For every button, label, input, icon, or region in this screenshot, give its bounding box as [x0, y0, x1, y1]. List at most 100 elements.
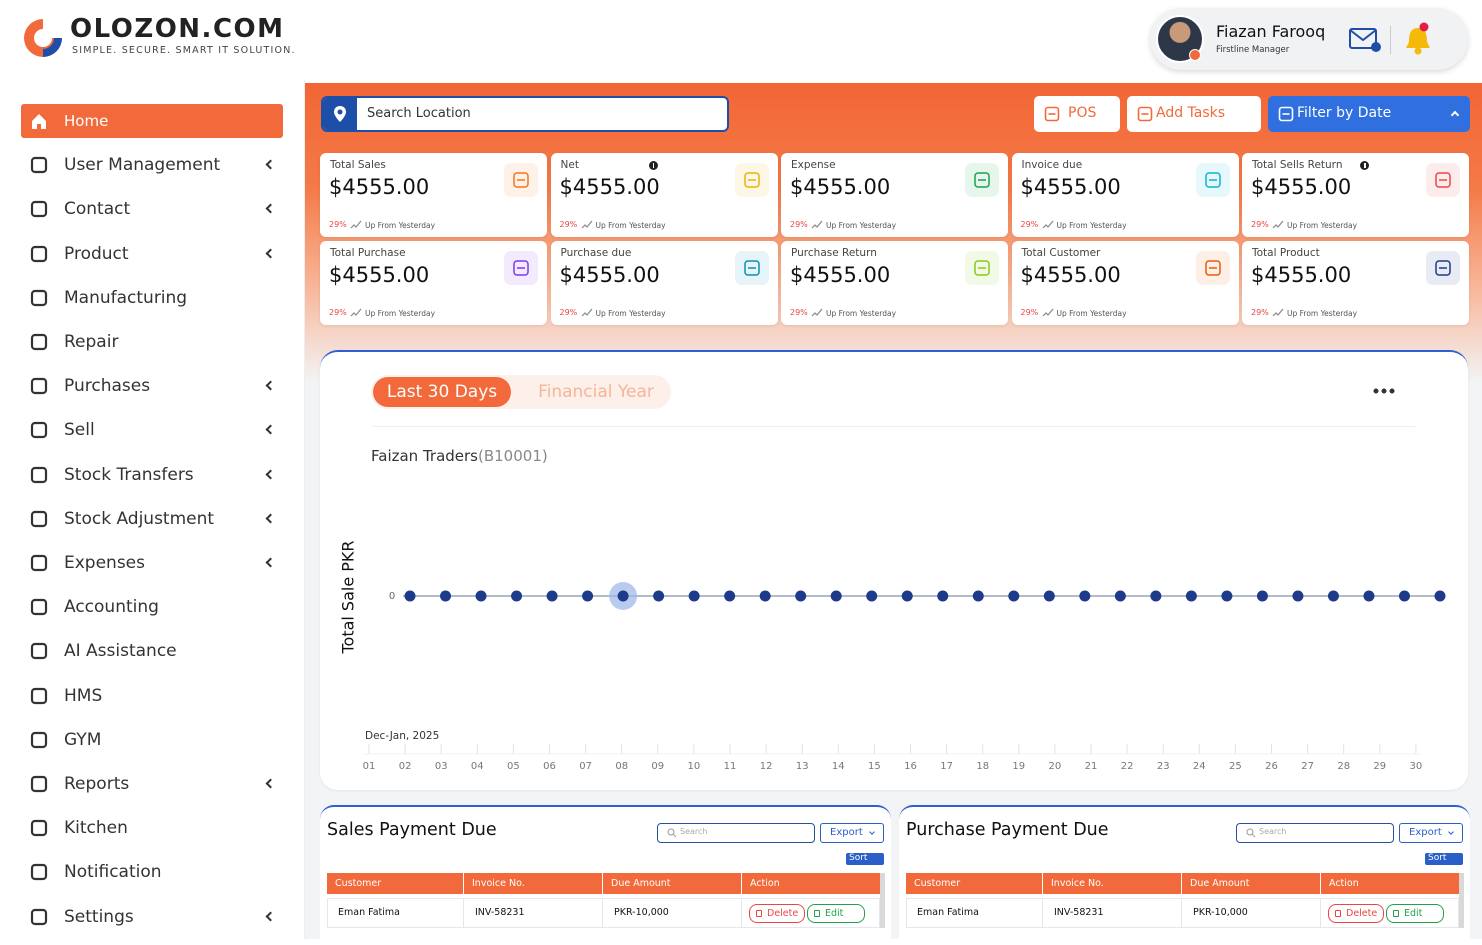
point: [1256, 590, 1268, 602]
chart-subtitle: (B10001): [478, 447, 548, 465]
nav-item[interactable]: Expenses: [21, 546, 283, 580]
nav-item[interactable]: Product: [21, 237, 283, 271]
x-tick-label: 11: [724, 761, 737, 772]
stat-icon-svg: [1435, 172, 1451, 188]
export-button[interactable]: Export: [1399, 823, 1463, 843]
trend-icon: [581, 220, 592, 229]
point: [1114, 590, 1126, 602]
trend-icon: [1042, 220, 1053, 229]
point: [653, 590, 665, 602]
nav-label: Settings: [64, 906, 134, 927]
toolbar-button[interactable]: POS: [1034, 96, 1120, 132]
nav-item[interactable]: GYM: [21, 723, 283, 757]
action-button[interactable]: Edit: [807, 904, 865, 923]
search-icon: [667, 828, 677, 838]
profile[interactable]: Fiazan Farooq Firstline Manager: [1150, 8, 1468, 70]
trend: [1042, 308, 1053, 317]
more-menu[interactable]: [1372, 388, 1396, 394]
nav-icon: [30, 333, 48, 351]
tab[interactable]: Financial Year: [538, 382, 654, 402]
tab-active[interactable]: Last 30 Days: [373, 377, 511, 407]
stat-value: $4555.00: [790, 263, 891, 287]
nav-label: Repair: [64, 332, 119, 352]
stat-change: 29%: [329, 308, 347, 317]
search-location[interactable]: Search Location: [321, 96, 729, 132]
nav-item[interactable]: Contact: [21, 192, 283, 226]
table-cell: INV-58231: [464, 898, 603, 928]
nav-item[interactable]: Notification: [21, 855, 283, 889]
icon-glyph: [30, 554, 48, 572]
toolbar-button[interactable]: Add Tasks: [1127, 96, 1261, 132]
sort-button[interactable]: Sort: [846, 853, 884, 865]
action-label: Delete: [1346, 908, 1378, 919]
stat-note: Up From Yesterday: [595, 309, 666, 318]
stat-glyph: [513, 172, 529, 188]
nav-icon: [30, 864, 48, 881]
chart-panel: Last 30 Days Financial Year Faizan Traders…: [320, 350, 1468, 790]
nav-item[interactable]: Settings: [21, 900, 283, 934]
stat-icon: [734, 251, 769, 285]
action-button[interactable]: Edit: [1386, 904, 1444, 923]
point: [688, 590, 700, 602]
table-panel: Sales Payment Due Search Export Sort Custome…: [320, 805, 891, 945]
point: [404, 590, 416, 602]
nav-item[interactable]: Accounting: [21, 590, 283, 624]
nav-item[interactable]: Stock Adjustment: [21, 502, 283, 536]
table-search[interactable]: Search: [1236, 823, 1394, 843]
nav-item[interactable]: AI Assistance: [21, 634, 283, 668]
x-tick-label: 01: [363, 761, 376, 772]
trend-icon: [350, 220, 362, 229]
sort-button[interactable]: Sort: [1425, 853, 1463, 865]
toolbar-button[interactable]: Filter by Date: [1268, 96, 1470, 132]
action-button[interactable]: Delete: [749, 904, 805, 923]
nav-label: Notification: [64, 862, 162, 883]
stat-note: Up From Yesterday: [1056, 309, 1127, 318]
stat-icon-svg: [513, 260, 529, 276]
point: [475, 590, 487, 602]
column-header: Action: [742, 873, 885, 894]
mail-badge: [1371, 42, 1381, 52]
point: [1363, 590, 1375, 602]
stat-value: $4555.00: [1020, 263, 1121, 287]
nav-item[interactable]: Stock Transfers: [21, 458, 283, 492]
nav-item[interactable]: Purchases: [21, 369, 283, 403]
nav-item[interactable]: Home: [21, 104, 283, 138]
button-glyph: [1044, 106, 1060, 122]
action-button[interactable]: Delete: [1328, 904, 1384, 923]
stat-icon: [1195, 163, 1230, 197]
stat-value: $4555.00: [1251, 263, 1352, 287]
stat-title: Purchase due: [560, 247, 632, 259]
nav-item[interactable]: HMS: [21, 679, 283, 713]
button-label: Add Tasks: [1156, 105, 1226, 121]
column-header: Customer: [906, 873, 1043, 894]
point: [440, 590, 452, 602]
stat-icon: [965, 251, 999, 285]
stat-glyph: [974, 172, 990, 188]
action-icon: [1393, 910, 1399, 917]
trend-icon: [1272, 220, 1284, 229]
nav-icon: [30, 422, 48, 439]
nav-item[interactable]: Manufacturing: [21, 281, 283, 315]
pin-dot: [337, 109, 343, 115]
x-tick-label: 16: [904, 761, 917, 772]
nav-item[interactable]: Reports: [21, 767, 283, 801]
x-tick-label: 12: [760, 761, 773, 772]
info-icon: [648, 161, 658, 170]
stat-note: Up From Yesterday: [1287, 309, 1358, 318]
nav-item[interactable]: Repair: [21, 325, 283, 359]
nav-item[interactable]: User Management: [21, 148, 283, 182]
stat-icon-svg: [1204, 172, 1221, 188]
point: [1079, 590, 1091, 602]
stat-change: 29%: [790, 308, 808, 317]
nav-item[interactable]: Kitchen: [21, 811, 283, 845]
table-search[interactable]: Search: [657, 823, 815, 843]
export-button[interactable]: Export: [820, 823, 884, 843]
icon-glyph: [30, 599, 48, 616]
nav-item[interactable]: Sell: [21, 413, 283, 447]
stat-icon-svg: [743, 172, 760, 188]
nav-icon: [30, 908, 48, 925]
icon-glyph: [30, 820, 48, 837]
stat-icon: [1426, 251, 1460, 285]
icon-glyph: [30, 333, 48, 351]
